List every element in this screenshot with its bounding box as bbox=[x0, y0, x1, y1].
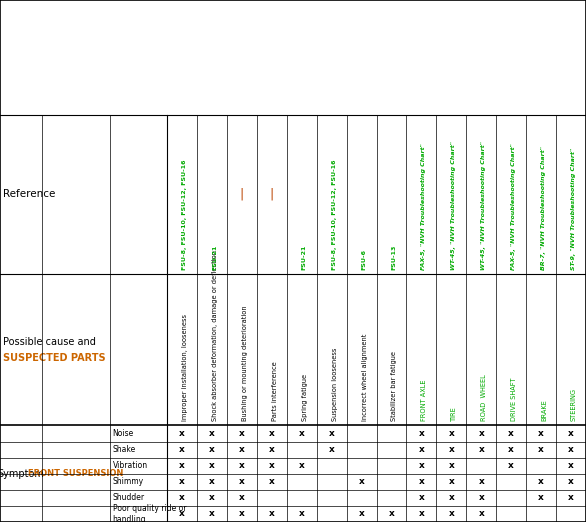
Text: x: x bbox=[269, 477, 275, 487]
Text: x: x bbox=[299, 509, 305, 518]
Text: Incorrect wheel alignment: Incorrect wheel alignment bbox=[362, 334, 367, 421]
Text: x: x bbox=[538, 493, 544, 502]
Text: x: x bbox=[568, 477, 574, 487]
Text: Stabilizer bar fatigue: Stabilizer bar fatigue bbox=[391, 351, 397, 421]
Text: x: x bbox=[508, 445, 514, 454]
Text: x: x bbox=[418, 477, 424, 487]
Text: x: x bbox=[209, 429, 215, 438]
Text: x: x bbox=[179, 509, 185, 518]
Text: x: x bbox=[239, 461, 245, 470]
Text: x: x bbox=[269, 445, 275, 454]
Text: x: x bbox=[478, 493, 484, 502]
Text: FAX-5, "NVH Troubleshooting Chart": FAX-5, "NVH Troubleshooting Chart" bbox=[421, 143, 427, 270]
Text: x: x bbox=[239, 509, 245, 518]
Text: x: x bbox=[568, 461, 574, 470]
Text: FRONT AXLE: FRONT AXLE bbox=[421, 379, 427, 421]
Text: x: x bbox=[239, 445, 245, 454]
Text: ROAD  WHEEL: ROAD WHEEL bbox=[481, 374, 487, 421]
Text: Possible cause and: Possible cause and bbox=[3, 337, 99, 347]
Text: x: x bbox=[448, 509, 454, 518]
Text: Shock absorber deformation, damage or deflection: Shock absorber deformation, damage or de… bbox=[212, 250, 218, 421]
Text: x: x bbox=[418, 445, 424, 454]
Text: DRIVE SHAFT: DRIVE SHAFT bbox=[511, 378, 517, 421]
Text: Bushing or mounting deterioration: Bushing or mounting deterioration bbox=[242, 305, 248, 421]
Text: Suspension looseness: Suspension looseness bbox=[332, 348, 338, 421]
Text: x: x bbox=[209, 493, 215, 502]
Text: x: x bbox=[568, 429, 574, 438]
Text: x: x bbox=[209, 509, 215, 518]
Text: FSU-8, FSU-10, FSU-12, FSU-16: FSU-8, FSU-10, FSU-12, FSU-16 bbox=[182, 159, 187, 270]
Text: x: x bbox=[418, 429, 424, 438]
Text: x: x bbox=[269, 461, 275, 470]
Text: x: x bbox=[478, 477, 484, 487]
Text: SUSPECTED PARTS: SUSPECTED PARTS bbox=[3, 352, 105, 363]
Text: x: x bbox=[568, 493, 574, 502]
Text: x: x bbox=[568, 445, 574, 454]
Text: x: x bbox=[179, 429, 185, 438]
Text: x: x bbox=[538, 445, 544, 454]
Text: x: x bbox=[478, 445, 484, 454]
Text: x: x bbox=[448, 429, 454, 438]
Text: Noise: Noise bbox=[113, 429, 134, 438]
Text: x: x bbox=[448, 477, 454, 487]
Text: x: x bbox=[538, 429, 544, 438]
Text: FSU-6: FSU-6 bbox=[362, 249, 366, 270]
Text: BR-7, "NVH Troubleshooting Chart": BR-7, "NVH Troubleshooting Chart" bbox=[541, 146, 546, 270]
Text: TIRE: TIRE bbox=[451, 407, 457, 421]
Text: Shake: Shake bbox=[113, 445, 136, 454]
Text: Parts interference: Parts interference bbox=[272, 362, 278, 421]
Text: FAX-5, "NVH Troubleshooting Chart": FAX-5, "NVH Troubleshooting Chart" bbox=[511, 143, 516, 270]
Text: Symptom: Symptom bbox=[0, 469, 45, 479]
Text: x: x bbox=[448, 461, 454, 470]
Text: x: x bbox=[508, 429, 514, 438]
Text: Vibration: Vibration bbox=[113, 461, 148, 470]
Text: Shimmy: Shimmy bbox=[113, 477, 144, 487]
Text: x: x bbox=[239, 493, 245, 502]
Text: x: x bbox=[448, 493, 454, 502]
Text: x: x bbox=[299, 461, 305, 470]
Text: x: x bbox=[508, 461, 514, 470]
Text: x: x bbox=[418, 509, 424, 518]
Text: x: x bbox=[239, 429, 245, 438]
Text: |: | bbox=[240, 188, 244, 201]
Text: Reference: Reference bbox=[3, 189, 55, 199]
Text: WT-45, "NVH Troubleshooting Chart": WT-45, "NVH Troubleshooting Chart" bbox=[481, 141, 486, 270]
Text: x: x bbox=[209, 461, 215, 470]
Text: x: x bbox=[299, 429, 305, 438]
Text: FRONT SUSPENSION: FRONT SUSPENSION bbox=[28, 469, 124, 478]
Text: x: x bbox=[418, 461, 424, 470]
Text: Spring fatigue: Spring fatigue bbox=[302, 374, 308, 421]
Text: x: x bbox=[269, 429, 275, 438]
Text: x: x bbox=[359, 509, 364, 518]
Text: STEERING: STEERING bbox=[571, 388, 577, 421]
Text: FSU-13: FSU-13 bbox=[391, 244, 397, 270]
Text: x: x bbox=[329, 445, 335, 454]
Text: Poor quality ride or
handling: Poor quality ride or handling bbox=[113, 504, 186, 522]
Text: Shudder: Shudder bbox=[113, 493, 145, 502]
Text: x: x bbox=[389, 509, 394, 518]
Text: |: | bbox=[270, 188, 274, 201]
Text: x: x bbox=[448, 445, 454, 454]
Text: Improper installation, looseness: Improper installation, looseness bbox=[182, 314, 188, 421]
Text: x: x bbox=[209, 477, 215, 487]
Text: x: x bbox=[359, 477, 364, 487]
Text: x: x bbox=[538, 477, 544, 487]
Text: WT-45, "NVH Troubleshooting Chart": WT-45, "NVH Troubleshooting Chart" bbox=[451, 141, 456, 270]
Text: x: x bbox=[209, 445, 215, 454]
Text: x: x bbox=[329, 429, 335, 438]
Text: x: x bbox=[478, 509, 484, 518]
Text: x: x bbox=[179, 477, 185, 487]
Text: x: x bbox=[179, 445, 185, 454]
Text: ST-9, "NVH Troubleshooting Chart": ST-9, "NVH Troubleshooting Chart" bbox=[571, 148, 576, 270]
Text: x: x bbox=[179, 493, 185, 502]
Text: FSU-21: FSU-21 bbox=[302, 244, 306, 270]
Text: BRAKE: BRAKE bbox=[541, 399, 547, 421]
Text: x: x bbox=[478, 429, 484, 438]
Text: x: x bbox=[179, 461, 185, 470]
Text: FSU-8, FSU-10, FSU-12, FSU-16: FSU-8, FSU-10, FSU-12, FSU-16 bbox=[332, 159, 336, 270]
Text: x: x bbox=[239, 477, 245, 487]
Text: x: x bbox=[269, 509, 275, 518]
Text: x: x bbox=[418, 493, 424, 502]
Text: FSU-21: FSU-21 bbox=[212, 244, 217, 270]
